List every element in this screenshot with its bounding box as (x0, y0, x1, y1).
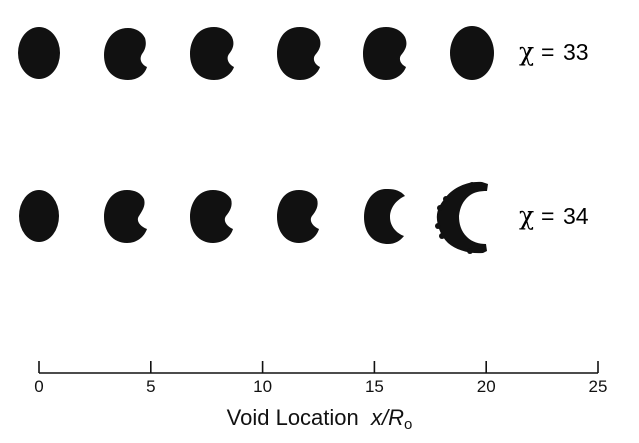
void-shape (190, 27, 234, 80)
void-shape (467, 248, 473, 254)
void-shape (437, 205, 443, 211)
tick-label: 0 (34, 377, 43, 396)
row-label-chi-34-text: χ = 34 (519, 201, 589, 230)
tick-label: 15 (365, 377, 384, 396)
void-shape (277, 27, 321, 80)
void-shape (443, 196, 449, 202)
axis-subscript: o (404, 416, 413, 433)
row-chi-34 (19, 181, 488, 254)
row-chi-33 (18, 26, 494, 80)
tick-label: 10 (253, 377, 272, 396)
void-shape (18, 27, 60, 79)
axis-variable: x/R (371, 405, 404, 430)
chi-symbol: χ (519, 37, 534, 66)
axis-title: Void Location x/Ro (0, 405, 639, 433)
void-shape (19, 190, 59, 242)
void-shape (436, 181, 488, 254)
chi-value: 34 (563, 203, 589, 229)
void-shape (104, 190, 147, 243)
tick-label: 20 (477, 377, 496, 396)
void-shape (450, 26, 494, 80)
tick-label: 25 (589, 377, 608, 396)
void-shape (435, 223, 441, 229)
equals-sign: = (541, 39, 554, 65)
void-shape (190, 190, 233, 243)
void-shape (364, 188, 405, 244)
void-shape (469, 182, 475, 188)
equals-sign: = (541, 203, 554, 229)
chi-value: 33 (563, 39, 589, 65)
void-shape (363, 27, 407, 80)
void-shape (277, 190, 319, 243)
void-shape (439, 233, 445, 239)
chi-symbol: χ (519, 201, 534, 230)
row-label-chi-33-text: χ = 33 (519, 37, 589, 66)
x-axis: 0 5 10 15 20 25 (34, 361, 607, 396)
void-shape (104, 28, 147, 80)
axis-label: Void Location (226, 405, 359, 430)
tick-label: 5 (146, 377, 155, 396)
